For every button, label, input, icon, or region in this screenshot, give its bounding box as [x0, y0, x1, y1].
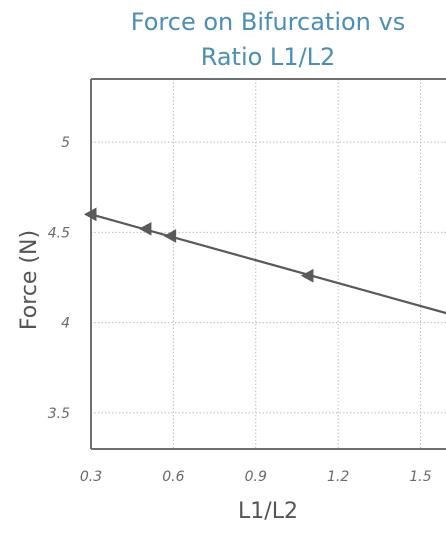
- y-tick-label-3: 5: [61, 135, 70, 151]
- data-point-2: [163, 229, 177, 243]
- x-tick-label-1: 0.6: [162, 469, 184, 485]
- x-tick-label-2: 0.9: [245, 469, 267, 485]
- y-tick-label-0: 3.5: [48, 406, 70, 422]
- data-point-0: [83, 207, 97, 222]
- plot-axes: [90, 78, 446, 450]
- y-tick-label-1: 4: [61, 316, 70, 332]
- x-tick-label-0: 0.3: [80, 469, 102, 485]
- data-series: [83, 207, 446, 315]
- chart-title-line-2: Ratio L1/L2: [201, 43, 336, 71]
- y-tick-label-2: 4.5: [48, 225, 70, 241]
- x-tick-label-4: 1.5: [409, 469, 431, 485]
- x-axis-label: L1/L2: [238, 499, 298, 524]
- chart-title-line-1: Force on Bifurcation vs: [131, 8, 405, 36]
- x-tick-label-3: 1.2: [327, 469, 349, 485]
- tick-labels: 0.3 0.6 0.9 1.2 1.5 3.5 4 4.5 5: [48, 135, 432, 485]
- data-point-1: [138, 221, 152, 236]
- data-point-3: [300, 268, 314, 283]
- y-axis-label: Force (N): [17, 230, 42, 330]
